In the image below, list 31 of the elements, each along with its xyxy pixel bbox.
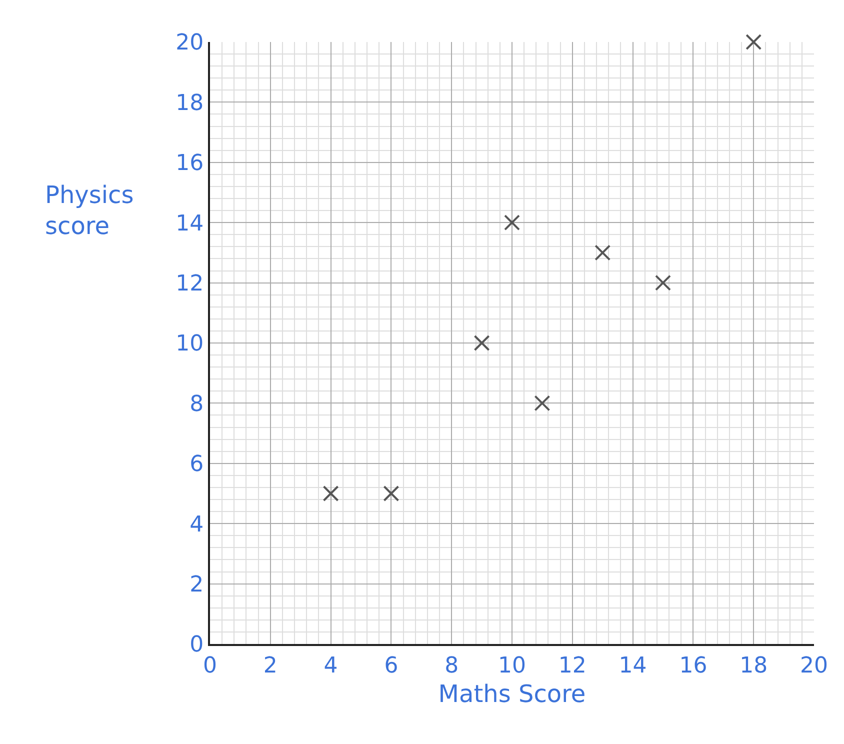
y-axis-title: Physics score xyxy=(45,181,134,240)
point xyxy=(594,244,611,261)
point xyxy=(322,486,339,502)
y-tick-label: 0 xyxy=(190,632,204,658)
point xyxy=(383,486,400,502)
point xyxy=(474,335,490,351)
y-tick-label: 10 xyxy=(176,332,204,357)
x-axis-title: Maths Score xyxy=(438,680,586,708)
y-tick-label: 12 xyxy=(176,272,204,296)
x-tick-label: 6 xyxy=(384,653,398,678)
x-tick-label: 14 xyxy=(618,653,647,678)
y-tick-label: 2 xyxy=(190,572,204,598)
x-tick-label: 10 xyxy=(498,653,526,678)
point xyxy=(746,34,762,50)
y-tick-label: 20 xyxy=(176,30,204,56)
point xyxy=(655,274,671,291)
x-tick-label: 20 xyxy=(800,653,828,678)
x-tick-label: 2 xyxy=(263,653,278,678)
x-tick-label: 4 xyxy=(324,653,338,678)
y-tick-label: 6 xyxy=(190,452,204,478)
x-tick-label: 12 xyxy=(558,653,586,678)
point xyxy=(534,395,550,412)
x-tick-label: 16 xyxy=(679,653,708,678)
y-tick-label: 8 xyxy=(190,392,204,417)
y-tick-label: 18 xyxy=(176,90,204,116)
point xyxy=(504,214,520,231)
y-tick-label: 14 xyxy=(176,211,204,236)
x-tick-label: 8 xyxy=(444,653,459,678)
y-tick-label: 16 xyxy=(176,151,204,176)
y-tick-label: 4 xyxy=(190,512,204,538)
x-tick-label: 18 xyxy=(740,653,768,678)
